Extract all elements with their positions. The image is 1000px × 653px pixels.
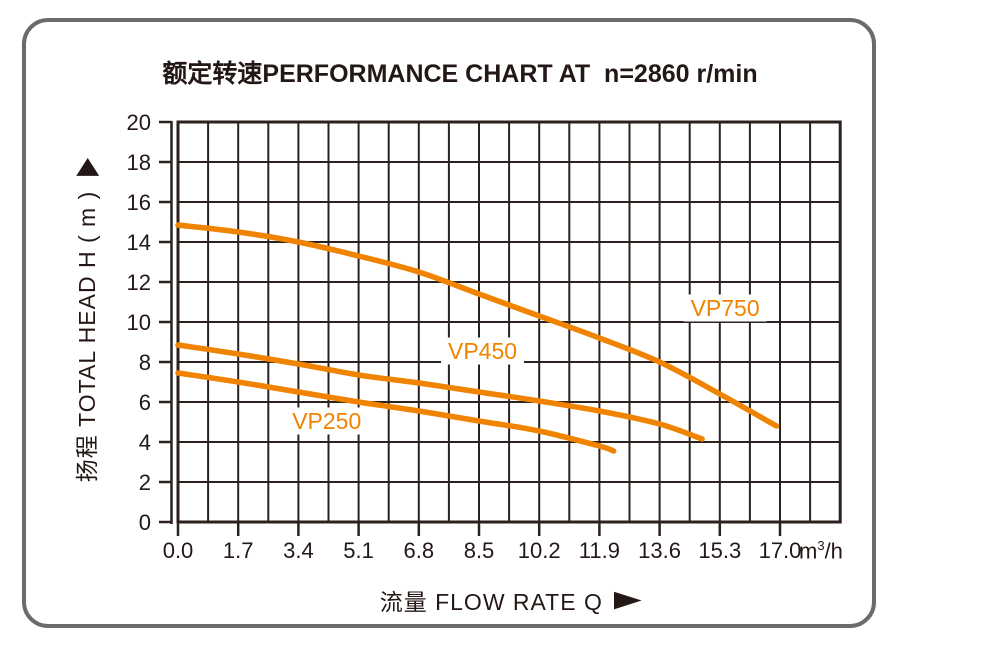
x-axis-title-text: 流量 FLOW RATE Q [379, 589, 603, 615]
curve-label-vp450: VP450 [448, 338, 517, 364]
y-tick-label: 2 [139, 470, 151, 495]
x-tick-label: 8.5 [464, 538, 495, 563]
y-tick-label: 0 [139, 510, 151, 535]
x-axis-units: m3/h [799, 538, 843, 564]
x-axis-title: 流量 FLOW RATE Q ▶ [379, 583, 642, 617]
y-tick-label: 20 [127, 110, 151, 135]
curve-label-patch [285, 407, 369, 435]
x-tick-label: 1.7 [223, 538, 254, 563]
x-tick-label: 10.2 [518, 538, 561, 563]
y-tick-label: 10 [127, 310, 151, 335]
unit-base: m [799, 538, 818, 564]
curve-label-vp250: VP250 [292, 408, 361, 434]
curve-label-patch [683, 294, 767, 322]
right-arrow-icon: ▶ [613, 586, 644, 613]
x-tick-label: 3.4 [283, 538, 314, 563]
x-tick-label: 17.0 [759, 538, 802, 563]
curve-vp450 [175, 342, 705, 442]
x-tick-label: 0.0 [163, 538, 194, 563]
x-tick-label: 15.3 [698, 538, 741, 563]
unit-suffix: /h [824, 538, 843, 564]
figure-border-frame [22, 18, 876, 628]
plot-border [176, 120, 842, 524]
curve-label-vp750: VP750 [691, 295, 760, 321]
unit-exponent: 3 [817, 538, 825, 553]
x-tick-label: 5.1 [343, 538, 374, 563]
y-tick-label: 14 [127, 230, 151, 255]
curve-vp250 [175, 370, 617, 454]
curve-label-patch [441, 337, 525, 365]
y-tick-label: 16 [127, 190, 151, 215]
x-tick-label: 13.6 [638, 538, 681, 563]
y-tick-label: 6 [139, 390, 151, 415]
curve-vp750 [175, 222, 780, 429]
y-tick-label: 18 [127, 150, 151, 175]
y-tick-label: 4 [139, 430, 151, 455]
x-tick-label: 11.9 [579, 538, 620, 563]
y-tick-label: 12 [127, 270, 151, 295]
y-tick-label: 8 [139, 350, 151, 375]
chart-title: 额定转速PERFORMANCE CHART AT n=2860 r/min [162, 60, 758, 88]
x-tick-label: 6.8 [404, 538, 435, 563]
